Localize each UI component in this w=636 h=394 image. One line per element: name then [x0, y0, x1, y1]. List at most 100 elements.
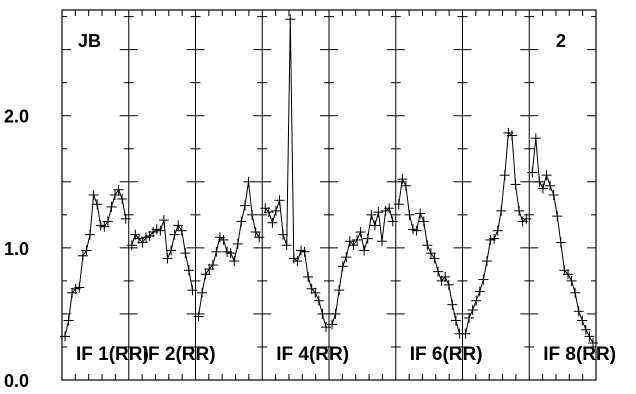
data-point	[489, 233, 500, 244]
data-point	[243, 176, 254, 187]
data-point	[106, 201, 117, 212]
data-point	[534, 176, 545, 187]
data-point	[250, 227, 261, 237]
y-tick-label: 0.0	[4, 371, 29, 389]
data-point	[492, 225, 503, 236]
data-point	[281, 240, 292, 251]
data-point	[303, 271, 314, 282]
data-point	[348, 240, 359, 251]
data-point	[499, 170, 510, 181]
data-point	[425, 248, 436, 259]
data-point	[99, 221, 110, 232]
data-point	[334, 285, 345, 296]
data-point	[373, 207, 384, 218]
data-point	[236, 216, 247, 227]
data-point	[377, 236, 388, 247]
panel-label: IF 1(RR)	[76, 344, 149, 365]
data-point	[211, 246, 222, 257]
data-point	[400, 180, 411, 191]
data-point	[155, 225, 166, 236]
data-point	[418, 216, 429, 227]
data-point	[126, 240, 137, 251]
data-point	[362, 233, 373, 244]
data-point	[397, 174, 408, 185]
panel-labels: IF 1(RR)IF 2(RR) IF 4(RR) IF 6(RR) IF 8(RR)	[76, 344, 616, 365]
data-point	[352, 234, 363, 245]
data-point	[555, 237, 566, 248]
data-point	[321, 322, 331, 333]
data-point	[566, 275, 577, 286]
data-point	[63, 315, 74, 326]
data-point	[545, 180, 556, 191]
data-point	[299, 246, 310, 257]
data-point	[429, 253, 440, 264]
data-point	[384, 203, 395, 214]
data-point	[552, 211, 563, 222]
data-point	[474, 286, 485, 297]
data-point	[60, 331, 70, 342]
y-axis-tick-labels: 0.0 1.0 2.0	[4, 107, 29, 391]
data-point	[577, 315, 588, 326]
data-point	[207, 260, 218, 271]
data-point	[481, 256, 492, 267]
source-label: JB	[78, 31, 101, 51]
panel-label: IF 8(RR)	[543, 344, 616, 365]
data-point	[173, 220, 184, 231]
data-point	[187, 285, 198, 296]
data-point	[404, 209, 415, 220]
data-point	[225, 248, 236, 259]
data-point	[327, 319, 337, 330]
data-point	[433, 266, 444, 277]
data-point	[239, 200, 250, 211]
data-point	[415, 208, 426, 219]
data-point	[521, 213, 532, 224]
data-point	[467, 304, 478, 315]
data-point	[85, 229, 96, 240]
data-point	[580, 324, 591, 335]
data-point	[88, 190, 99, 200]
panel-dividers	[128, 10, 530, 380]
data-point	[422, 240, 433, 251]
stokes-label: 2	[556, 31, 566, 51]
data-point	[137, 237, 148, 248]
data-point	[267, 217, 278, 228]
data-point	[514, 205, 525, 216]
data-point	[77, 250, 88, 261]
data-point	[440, 271, 451, 282]
data-point	[278, 229, 289, 240]
y-tick-label: 2.0	[4, 107, 29, 127]
data-point	[254, 232, 265, 243]
series-group	[60, 14, 598, 348]
series-line	[264, 19, 327, 328]
data-point	[197, 287, 208, 298]
data-point	[158, 215, 169, 226]
data-point	[366, 209, 377, 220]
data-point	[310, 287, 321, 298]
data-point	[506, 130, 517, 141]
data-point	[337, 261, 348, 272]
data-point	[102, 216, 113, 227]
data-point	[510, 179, 521, 190]
data-point	[478, 274, 489, 285]
data-point	[443, 279, 454, 290]
data-point	[527, 167, 538, 178]
data-point	[317, 308, 328, 319]
series-line	[131, 219, 193, 291]
data-point	[460, 328, 471, 339]
data-point	[562, 269, 573, 280]
data-point	[313, 295, 324, 306]
axis-ticks	[62, 10, 596, 381]
data-point	[330, 308, 341, 319]
data-point	[120, 213, 131, 224]
data-point	[117, 193, 128, 204]
series-line	[331, 207, 394, 325]
data-point	[247, 209, 258, 220]
data-point	[359, 245, 370, 256]
y-tick-label: 1.0	[4, 239, 29, 259]
data-point	[355, 227, 366, 237]
series-line	[198, 181, 260, 317]
series-line	[64, 188, 127, 337]
data-point	[387, 216, 398, 227]
data-point	[270, 205, 281, 216]
data-point	[570, 287, 581, 298]
